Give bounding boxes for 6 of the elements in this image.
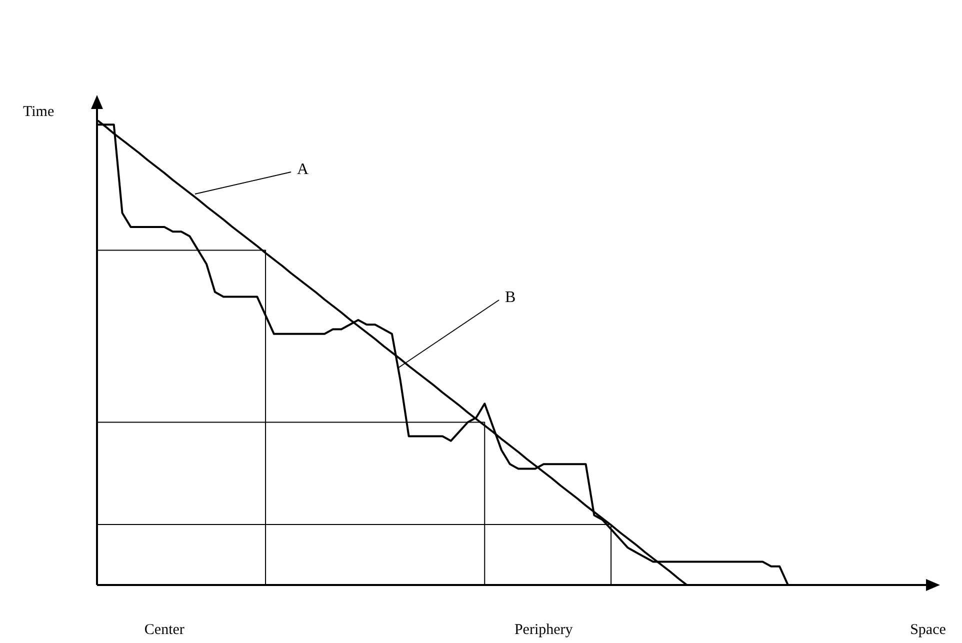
- text: Space: [910, 622, 946, 638]
- y-axis-title: Time: [23, 104, 54, 120]
- x-tick-label: Periphery: [514, 622, 574, 638]
- x-tick-label: Center: [144, 622, 184, 638]
- annotation: B: [505, 289, 516, 306]
- annotation: A: [297, 161, 309, 178]
